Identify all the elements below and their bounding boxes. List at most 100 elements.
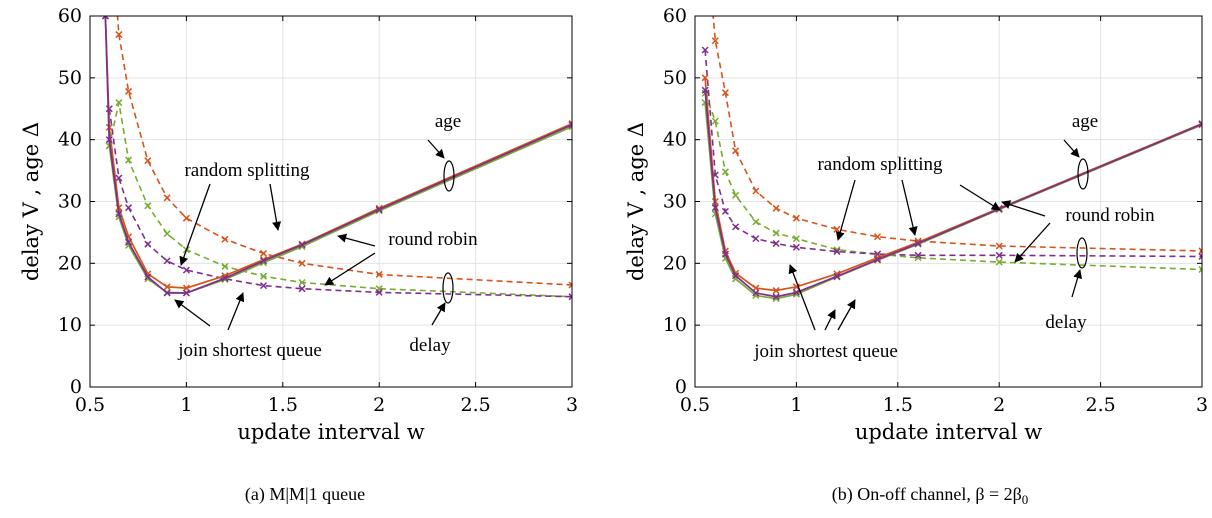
data-point-marker [732,147,740,155]
data-point-marker [833,248,841,256]
data-point-marker [125,156,133,164]
data-point-marker [182,214,190,222]
data-point-marker [259,249,268,257]
annotation-join-shortest-queue: join shortest queue [753,341,898,362]
annotation-arrow [227,292,245,331]
data-point-marker [914,251,922,259]
data-point-marker [259,257,268,265]
data-point-marker [792,243,800,251]
data-point-marker [995,258,1003,266]
data-point-marker [568,293,572,301]
group-ellipse [1076,237,1088,269]
data-point-marker [792,235,800,243]
x-tick-label: 2.5 [1085,394,1115,416]
data-point-marker [701,74,709,82]
annotation-arrow [431,302,446,326]
data-point-marker [833,272,841,280]
annotation-arrow [1014,222,1051,263]
y-tick-label: 40 [663,129,687,151]
y-axis-label: delay V , age Δ [624,122,648,281]
x-tick-label: 0.5 [680,394,710,416]
data-point-marker [298,241,306,249]
data-point-marker [259,272,268,280]
data-point-marker [1198,253,1202,261]
series-line-age [104,16,572,294]
data-point-marker [1198,247,1202,255]
annotation-arrow [788,264,816,331]
data-point-marker [144,273,152,281]
data-point-marker [182,289,190,297]
data-point-marker [772,287,780,295]
data-point-marker [298,259,306,267]
figure-caption: (b) On-off channel, β = 2β0 [832,484,1029,507]
data-point-marker [732,191,740,199]
annotation-delay: delay [409,335,451,356]
series-line-age [704,77,1202,292]
x-tick-label: 1.5 [883,394,913,416]
annotation-arrow [179,183,211,266]
annotation-arrow [324,252,376,286]
series-line-delay [108,102,572,298]
y-tick-label: 10 [58,314,82,336]
data-point-marker [568,123,572,131]
group-ellipse [443,160,455,192]
annotation-random-splitting: random splitting [184,160,310,181]
y-tick-label: 10 [663,314,687,336]
data-point-marker [101,16,109,20]
caption-subscript: 0 [1022,492,1029,507]
annotation-arrow [1001,200,1046,217]
x-tick-label: 1 [790,394,802,416]
y-tick-label: 20 [58,252,82,274]
data-point-marker [125,87,133,95]
annotation-arrow [337,233,376,247]
annotation-arrow [427,139,445,159]
annotation-arrow [1063,139,1080,158]
data-point-marker [115,99,123,107]
data-point-marker [115,210,123,218]
series-group [701,16,1202,303]
y-tick-label: 40 [58,129,82,151]
x-tick-label: 1 [180,394,192,416]
y-tick-label: 30 [663,191,687,213]
data-point-marker [221,274,229,282]
data-point-marker [721,89,729,97]
data-point-marker [701,86,709,94]
annotation-age: age [435,111,461,132]
data-point-marker [125,204,133,212]
x-tick-label: 2 [373,394,385,416]
data-point-marker [995,242,1003,250]
data-point-marker [144,275,152,283]
annotation-age: age [1072,111,1098,132]
annotation-arrow [959,184,1001,211]
data-point-marker [375,206,383,214]
y-tick-label: 0 [70,376,82,398]
series-line-age [704,102,1202,300]
group-ellipse [1077,158,1089,190]
annotation-arrow [824,309,836,331]
data-point-marker [144,240,152,248]
data-point-marker [721,168,729,176]
x-tick-label: 1.5 [268,394,298,416]
data-point-marker [995,251,1003,259]
data-point-marker [752,289,760,297]
data-point-marker [125,238,133,246]
data-point-marker [259,282,268,290]
data-point-marker [568,121,572,129]
y-tick-label: 60 [663,5,687,27]
y-tick-label: 20 [663,252,687,274]
data-point-marker [375,288,383,296]
y-tick-label: 50 [663,67,687,89]
annotation-round-robin: round robin [388,229,478,250]
annotation-arrow [1071,269,1083,298]
x-tick-label: 0.5 [75,394,105,416]
x-tick-label: 2.5 [460,394,490,416]
data-point-marker [721,250,729,258]
annotation-join-shortest-queue: join shortest queue [177,340,322,361]
y-axis-label: delay V , age Δ [19,122,43,281]
data-point-marker [873,233,882,241]
x-tick-label: 2 [993,394,1005,416]
data-point-marker [792,283,800,291]
